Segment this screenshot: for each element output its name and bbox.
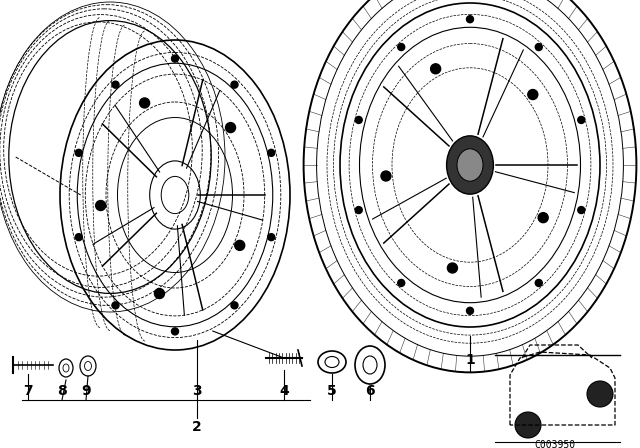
Circle shape xyxy=(397,43,404,51)
Ellipse shape xyxy=(447,136,493,194)
Circle shape xyxy=(231,81,238,88)
Circle shape xyxy=(431,64,440,74)
Text: 5: 5 xyxy=(327,384,337,398)
Circle shape xyxy=(112,81,119,88)
Circle shape xyxy=(447,263,458,273)
Circle shape xyxy=(225,123,236,133)
Circle shape xyxy=(578,207,585,214)
Text: 8: 8 xyxy=(57,384,67,398)
Circle shape xyxy=(76,149,83,156)
Circle shape xyxy=(587,381,613,407)
Circle shape xyxy=(515,412,541,438)
Text: C003950: C003950 xyxy=(534,440,575,448)
Circle shape xyxy=(397,280,404,286)
Circle shape xyxy=(578,116,585,124)
Text: 4: 4 xyxy=(279,384,289,398)
Circle shape xyxy=(172,328,179,335)
Text: 9: 9 xyxy=(81,384,91,398)
Circle shape xyxy=(154,289,164,298)
Circle shape xyxy=(140,98,150,108)
Circle shape xyxy=(381,171,391,181)
Circle shape xyxy=(76,234,83,241)
Circle shape xyxy=(538,213,548,223)
Text: 1: 1 xyxy=(465,353,475,367)
Text: 2: 2 xyxy=(192,420,202,434)
Text: 6: 6 xyxy=(365,384,375,398)
Circle shape xyxy=(268,234,275,241)
Ellipse shape xyxy=(457,149,483,181)
Circle shape xyxy=(235,241,244,250)
Circle shape xyxy=(535,43,542,51)
Circle shape xyxy=(268,149,275,156)
Circle shape xyxy=(467,307,474,314)
Circle shape xyxy=(535,280,542,286)
Circle shape xyxy=(95,201,106,211)
Circle shape xyxy=(172,55,179,62)
Circle shape xyxy=(355,116,362,124)
Circle shape xyxy=(112,302,119,309)
Circle shape xyxy=(467,16,474,23)
Circle shape xyxy=(231,302,238,309)
Circle shape xyxy=(528,90,538,99)
Text: 7: 7 xyxy=(23,384,33,398)
Circle shape xyxy=(355,207,362,214)
Text: 3: 3 xyxy=(192,384,202,398)
